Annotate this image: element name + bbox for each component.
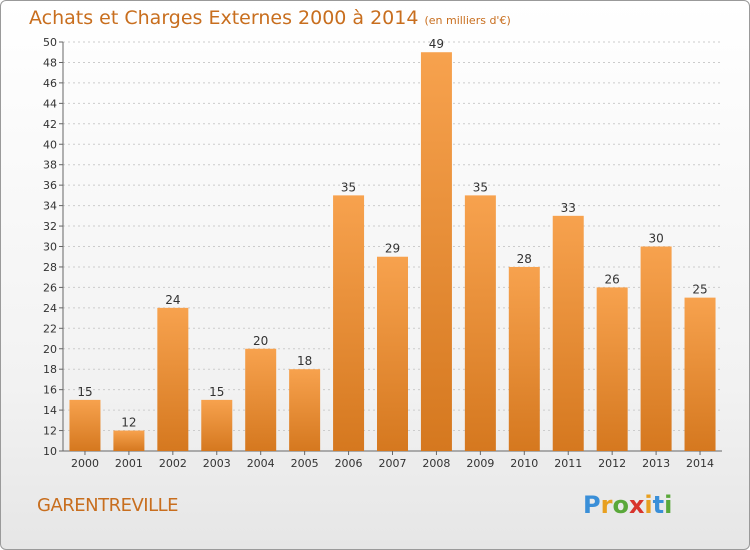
- x-tick-label-2003: 2003: [203, 457, 231, 470]
- data-label-2007: 29: [385, 242, 400, 256]
- bar-2008: [420, 52, 452, 451]
- data-label-2008: 49: [429, 37, 444, 51]
- data-label-2010: 28: [517, 252, 532, 266]
- logo-letter: P: [583, 491, 601, 519]
- bar-2003: [201, 399, 233, 451]
- bar-2000: [69, 399, 101, 451]
- x-tick-label-2000: 2000: [71, 457, 99, 470]
- data-label-2012: 26: [605, 272, 620, 286]
- x-tick-label-2014: 2014: [686, 457, 714, 470]
- y-tick-label: 28: [43, 261, 57, 274]
- bar-2011: [552, 215, 584, 451]
- y-tick-label: 12: [43, 425, 57, 438]
- x-tick-label-2002: 2002: [159, 457, 187, 470]
- commune-name: GARENTREVILLE: [37, 495, 179, 516]
- y-tick-label: 46: [43, 77, 57, 90]
- chart-title-text: Achats et Charges Externes 2000 à 2014: [29, 7, 419, 29]
- data-label-2009: 35: [473, 180, 488, 194]
- y-tick-label: 26: [43, 281, 57, 294]
- y-tick-label: 48: [43, 56, 57, 69]
- x-tick-label-2011: 2011: [554, 457, 582, 470]
- y-tick-label: 24: [43, 302, 57, 315]
- logo-letter: o: [612, 491, 629, 519]
- data-label-2013: 30: [648, 232, 663, 246]
- data-label-2014: 25: [692, 283, 707, 297]
- y-tick-label: 22: [43, 322, 57, 335]
- x-tick-label-2008: 2008: [422, 457, 450, 470]
- logo-letter: t: [652, 491, 665, 519]
- logo-letter: r: [600, 491, 613, 519]
- x-tick-label-2005: 2005: [291, 457, 319, 470]
- y-tick-label: 40: [43, 138, 57, 151]
- x-tick-label-2001: 2001: [115, 457, 143, 470]
- y-tick-label: 30: [43, 241, 57, 254]
- data-label-2006: 35: [341, 180, 356, 194]
- data-label-2005: 18: [297, 354, 312, 368]
- bar-2001: [113, 430, 145, 451]
- bar-2005: [289, 369, 321, 451]
- bar-2014: [684, 297, 716, 451]
- y-tick-label: 44: [43, 97, 57, 110]
- bar-2013: [640, 246, 672, 451]
- y-tick-label: 34: [43, 200, 57, 213]
- logo-letter: i: [644, 491, 653, 519]
- data-label-2000: 15: [77, 385, 92, 399]
- y-tick-label: 32: [43, 220, 57, 233]
- y-tick-label: 18: [43, 363, 57, 376]
- bar-2002: [157, 307, 189, 451]
- x-tick-label-2012: 2012: [598, 457, 626, 470]
- data-label-2011: 33: [561, 201, 576, 215]
- y-tick-label: 10: [43, 445, 57, 458]
- x-tick-label-2013: 2013: [642, 457, 670, 470]
- bar-2006: [333, 195, 365, 451]
- x-tick-label-2010: 2010: [510, 457, 538, 470]
- bar-2004: [245, 348, 277, 451]
- y-tick-label: 14: [43, 404, 57, 417]
- y-tick-label: 42: [43, 118, 57, 131]
- y-tick-label: 38: [43, 159, 57, 172]
- data-label-2001: 12: [121, 416, 136, 430]
- x-tick-label-2006: 2006: [335, 457, 363, 470]
- data-label-2002: 24: [165, 293, 180, 307]
- bar-2009: [464, 195, 496, 451]
- logo-letter: x: [628, 491, 645, 519]
- y-tick-label: 16: [43, 384, 57, 397]
- y-tick-label: 20: [43, 343, 57, 356]
- x-tick-label-2004: 2004: [247, 457, 275, 470]
- chart-title: Achats et Charges Externes 2000 à 2014 (e…: [29, 7, 511, 29]
- bar-2010: [508, 266, 540, 451]
- bar-2012: [596, 287, 628, 451]
- proxiti-logo: Proxiti: [583, 491, 672, 519]
- logo-letter: i: [664, 491, 673, 519]
- y-tick-label: 50: [43, 36, 57, 49]
- x-tick-label-2007: 2007: [379, 457, 407, 470]
- bar-2007: [377, 256, 408, 451]
- x-tick-label-2009: 2009: [466, 457, 494, 470]
- y-tick-label: 36: [43, 179, 57, 192]
- data-label-2004: 20: [253, 334, 268, 348]
- data-label-2003: 15: [209, 385, 224, 399]
- chart-subtitle: (en milliers d'€): [424, 14, 511, 27]
